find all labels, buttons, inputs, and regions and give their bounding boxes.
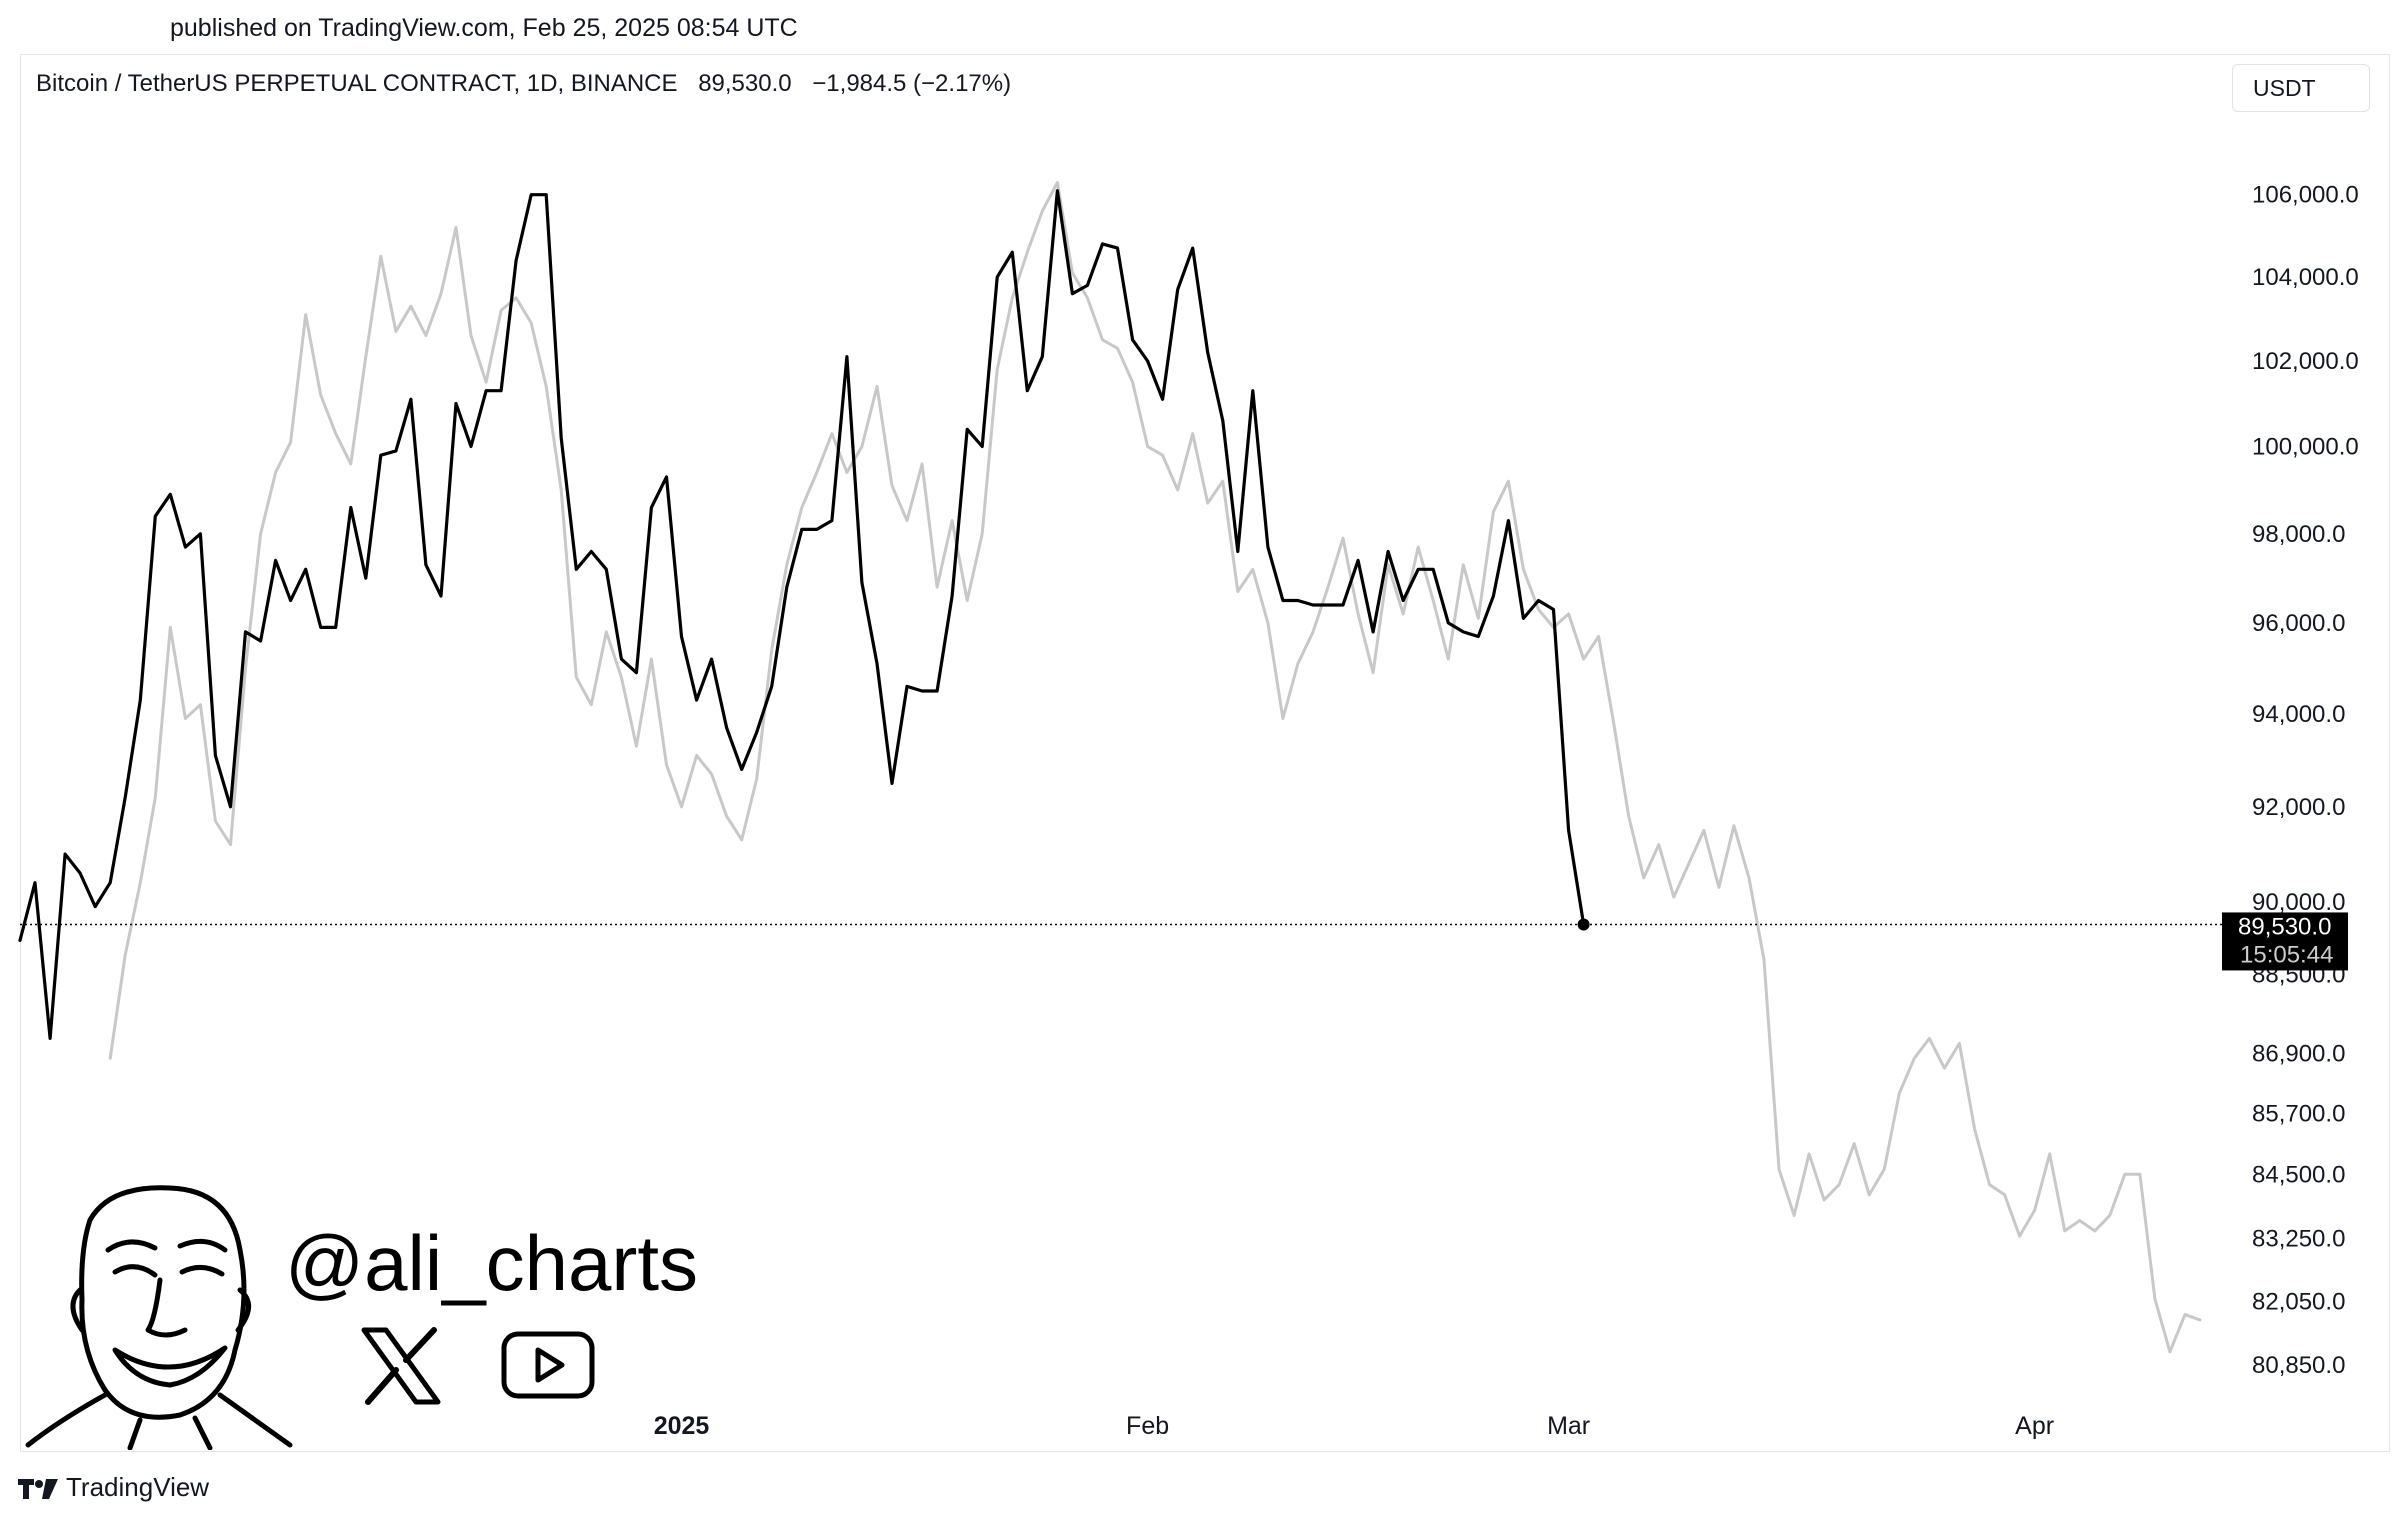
last-price: 89,530.0 <box>698 70 792 97</box>
y-tick-label: 90,000.0 <box>2252 889 2345 916</box>
author-handle: @ali_charts <box>285 1219 699 1307</box>
symbol-legend: Bitcoin / TetherUS PERPETUAL CONTRACT, 1… <box>36 70 1025 98</box>
x-tick-label: Apr <box>2015 1412 2054 1440</box>
y-tick-label: 102,000.0 <box>2252 348 2359 375</box>
current-price-dot <box>1577 918 1590 931</box>
tradingview-branding[interactable]: TradingView <box>18 1472 209 1503</box>
caricature-avatar-icon <box>25 1185 293 1450</box>
y-tick-label: 106,000.0 <box>2252 182 2359 209</box>
chart-frame <box>20 54 2390 1452</box>
currency-selector[interactable]: USDT <box>2232 64 2370 112</box>
series-line-fractal <box>108 181 2202 1354</box>
y-tick-label: 92,000.0 <box>2252 794 2345 821</box>
y-tick-label: 98,000.0 <box>2252 521 2345 548</box>
x-axis-labels: 2025 Feb Mar Apr <box>654 1412 2054 1440</box>
fractal-series-layer <box>108 181 2202 1354</box>
price-tag-countdown: 15:05:44 <box>2240 941 2333 968</box>
tradingview-logo-icon <box>18 1478 58 1499</box>
y-tick-label: 85,700.0 <box>2252 1100 2345 1127</box>
y-axis-labels: 106,000.0 104,000.0 102,000.0 100,000.0 98,0… <box>2252 182 2359 1379</box>
x-tick-label: 2025 <box>654 1412 710 1440</box>
symbol-name: Bitcoin / TetherUS PERPETUAL CONTRACT, 1… <box>36 70 678 97</box>
youtube-play-icon[interactable] <box>500 1330 596 1400</box>
primary-series-layer <box>18 189 1586 1041</box>
x-logo-icon[interactable] <box>360 1326 442 1406</box>
brand-name: TradingView <box>66 1472 210 1502</box>
y-tick-label: 104,000.0 <box>2252 264 2359 291</box>
x-tick-label: Feb <box>1126 1412 1169 1440</box>
price-tag-value: 89,530.0 <box>2238 913 2331 940</box>
price-tag: 89,530.0 15:05:44 <box>2222 912 2348 971</box>
series-line-primary <box>18 189 1586 1041</box>
y-tick-label: 82,050.0 <box>2252 1289 2345 1316</box>
price-change: −1,984.5 (−2.17%) <box>812 70 1012 97</box>
x-tick-label: Mar <box>1547 1412 1590 1440</box>
y-tick-label: 96,000.0 <box>2252 610 2345 637</box>
y-tick-label: 80,850.0 <box>2252 1352 2345 1379</box>
y-tick-label: 94,000.0 <box>2252 701 2345 728</box>
y-tick-label: 86,900.0 <box>2252 1040 2345 1067</box>
y-tick-label: 100,000.0 <box>2252 434 2359 461</box>
y-tick-label: 84,500.0 <box>2252 1161 2345 1188</box>
published-caption: published on TradingView.com, Feb 25, 20… <box>170 14 798 42</box>
y-tick-label: 83,250.0 <box>2252 1226 2345 1253</box>
